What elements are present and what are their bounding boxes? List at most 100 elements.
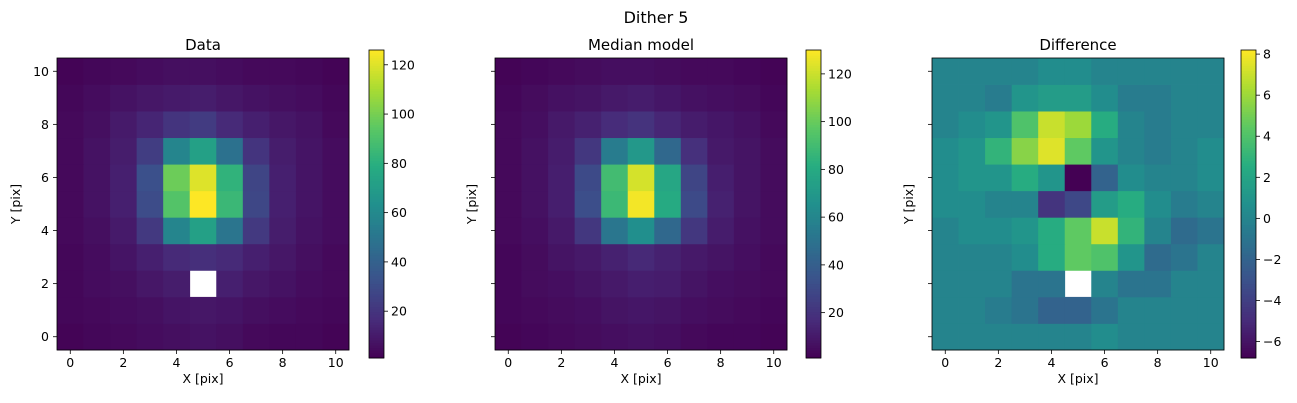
colorbar-segment — [1241, 286, 1256, 290]
heatmap-cell — [163, 243, 191, 271]
colorbar-segment — [369, 350, 384, 354]
heatmap-cell — [1197, 111, 1225, 139]
colorbar-segment — [806, 119, 821, 123]
heatmap-cell — [958, 58, 986, 85]
colorbar-segment — [1241, 132, 1256, 136]
heatmap-cell — [574, 137, 602, 165]
heatmap-cell — [163, 217, 191, 245]
heatmap-cell — [1144, 217, 1172, 245]
heatmap-cell — [322, 270, 350, 298]
heatmap-cell — [958, 111, 986, 139]
heatmap-cell — [1170, 323, 1198, 351]
heatmap-cell — [242, 323, 270, 351]
colorbar-segment — [1241, 91, 1256, 95]
heatmap-cell — [985, 137, 1013, 165]
heatmap-cell — [574, 164, 602, 192]
heatmap-cell — [1091, 296, 1119, 324]
colorbar-segment — [806, 245, 821, 249]
heatmap-cell — [1144, 164, 1172, 192]
heatmap-cell — [1197, 137, 1225, 165]
colorbar-segment — [806, 327, 821, 331]
colorbar-segment — [1241, 342, 1256, 346]
heatmap-cell — [495, 243, 522, 271]
colorbar-segment — [806, 114, 821, 118]
colorbar-segment — [1241, 78, 1256, 82]
colorbar-segment — [369, 165, 384, 169]
colorbar-segment — [806, 309, 821, 313]
heatmap-cell — [733, 111, 761, 139]
heatmap-cell — [760, 84, 788, 112]
heatmap-cell — [1011, 58, 1039, 85]
heatmap-cell — [654, 323, 682, 351]
heatmap-cell — [1038, 296, 1066, 324]
colorbar-segment — [369, 62, 384, 66]
heatmap-cell — [136, 111, 164, 139]
colorbar-segment — [369, 111, 384, 115]
heatmap-cell — [601, 84, 629, 112]
colorbar-segment — [806, 186, 821, 190]
heatmap-cell — [1170, 217, 1198, 245]
colorbar-tick-label: 8 — [1263, 47, 1271, 62]
colorbar-segment — [369, 50, 384, 54]
panel-2: 0 2 4 6 8 10 Median model X [pix] Y [pix] 20 40 60 8… — [464, 36, 852, 386]
heatmap-cells — [932, 58, 1225, 351]
colorbar-segment — [369, 278, 384, 282]
y-tick-label: 4 — [41, 223, 49, 238]
colorbar-segment — [1241, 50, 1256, 54]
colorbar-segment — [806, 319, 821, 323]
heatmap-cell — [163, 111, 191, 139]
heatmap-cell — [216, 323, 244, 351]
colorbar-segment — [1241, 296, 1256, 300]
heatmap-cell — [760, 111, 788, 139]
heatmap-cell — [216, 137, 244, 165]
colorbar-segment — [369, 237, 384, 241]
heatmap-cell — [932, 58, 959, 85]
heatmap-cell — [1064, 111, 1092, 139]
colorbar-segment — [369, 221, 384, 226]
heatmap-cell — [1197, 190, 1225, 218]
colorbar-segment — [806, 232, 821, 236]
colorbar-segment — [1241, 52, 1256, 56]
colorbar-segment — [369, 160, 384, 164]
colorbar-segment — [369, 214, 384, 218]
heatmap-cell — [495, 217, 522, 245]
heatmap-cell — [242, 58, 270, 85]
colorbar-segment — [1241, 281, 1256, 285]
y-tick-label: 10 — [33, 64, 49, 79]
heatmap-cell — [1144, 58, 1172, 85]
heatmap-cell — [985, 243, 1013, 271]
colorbar-segment — [806, 183, 821, 187]
colorbar-segment — [1241, 216, 1256, 220]
heatmap-cell — [548, 111, 576, 139]
colorbar-segment — [806, 162, 821, 166]
colorbar-tick-label: 20 — [828, 305, 844, 320]
colorbar-segment — [1241, 255, 1256, 259]
heatmap-cell — [322, 217, 350, 245]
heatmap-cell — [136, 164, 164, 192]
colorbar-segment — [806, 298, 821, 303]
heatmap-cell — [295, 164, 323, 192]
heatmap-cell — [322, 84, 350, 112]
heatmap-cell — [216, 111, 244, 139]
heatmap-cell — [548, 296, 576, 324]
heatmap-cell — [495, 323, 522, 351]
colorbar-segment — [806, 314, 821, 318]
colorbar-segment — [806, 219, 821, 223]
heatmap-cell — [1117, 164, 1145, 192]
heatmap-cell — [295, 190, 323, 218]
heatmap-cell — [601, 270, 629, 298]
heatmap-cell — [495, 84, 522, 112]
axes-frame — [494, 57, 788, 351]
colorbar-segment — [806, 96, 821, 100]
heatmap-cell — [1091, 243, 1119, 271]
colorbar-frame — [368, 49, 385, 359]
colorbar-segment — [806, 311, 821, 315]
heatmap-cell — [1144, 111, 1172, 139]
heatmap-cell — [136, 270, 164, 298]
heatmap-cell — [322, 111, 350, 139]
heatmap-cell — [707, 296, 735, 324]
heatmap-cell — [216, 270, 244, 298]
heatmap-cell — [1011, 243, 1039, 271]
colorbar-segment — [1241, 260, 1256, 264]
heatmap-cells — [57, 58, 350, 351]
